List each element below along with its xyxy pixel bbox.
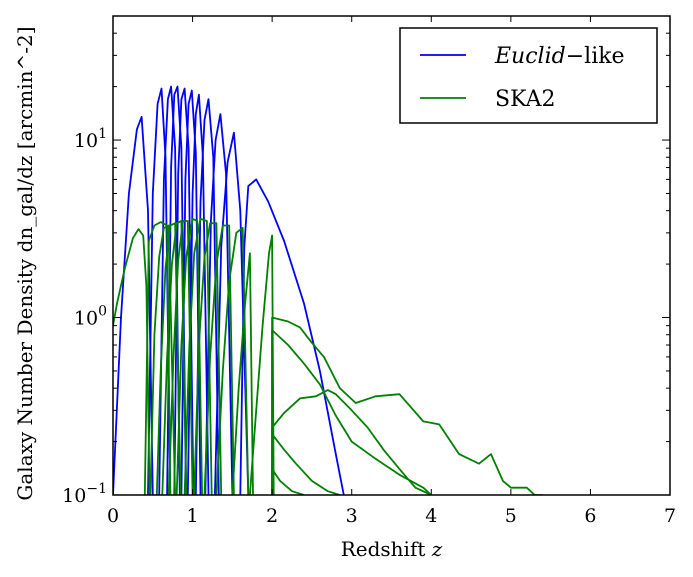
series-euclid-like-bin-8 (194, 98, 220, 495)
x-tick-label-4: 4 (425, 505, 437, 527)
series-ska2-bin-3 (149, 224, 176, 495)
series-euclid-like-bin-2 (147, 87, 172, 495)
series-ska2-bin-5 (161, 220, 188, 495)
series-ska2-bin-11 (215, 226, 250, 495)
x-axis-label: Redshift z (341, 537, 443, 561)
legend: Euclid−like SKA2 (399, 27, 658, 124)
plot-frame (112, 15, 671, 496)
series-ska2-bin-1 (113, 228, 151, 495)
x-tick-label-6: 6 (584, 505, 596, 527)
series-layer (113, 85, 543, 495)
legend-label-1: Euclid−like (494, 44, 625, 69)
series-ska2-bin-15 (271, 329, 432, 495)
series-euclid-like-bin-9 (204, 113, 234, 495)
x-tick-label-7: 7 (664, 505, 676, 527)
series-ska2-bin-7 (175, 217, 203, 495)
series-euclid-like-bin-7 (186, 93, 210, 495)
x-tick-label-1: 1 (187, 505, 199, 527)
y-tick-label-0: 10−1 (62, 481, 107, 507)
y-axis-label: Galaxy Number Density dn_gal/dz [arcmin^… (13, 26, 37, 500)
series-ska2-bin-18 (271, 468, 305, 495)
x-tick-label-5: 5 (505, 505, 517, 527)
series-euclid-like-bin-11 (239, 178, 345, 495)
series-euclid-like-bin-5 (173, 87, 195, 495)
series-ska2-bin-14 (271, 316, 543, 495)
y-tick-label-1: 100 (74, 304, 107, 330)
series-ska2-bin-2 (143, 221, 172, 495)
series-euclid-like-bin-6 (180, 89, 202, 495)
y-tick-label-2: 101 (74, 126, 107, 152)
series-ska2-bin-8 (183, 217, 213, 495)
series-euclid-like-bin-10 (214, 131, 250, 495)
series-ska2-bin-6 (167, 220, 194, 495)
series-ska2-bin-12 (231, 252, 254, 495)
series-ska2-bin-9 (193, 222, 223, 495)
x-tick-label-3: 3 (346, 505, 358, 527)
legend-box (399, 27, 658, 124)
legend-label-2: SKA2 (495, 87, 556, 112)
ticks-layer: 0 1 2 3 4 5 6 7 10−1 100 101 (62, 16, 676, 527)
series-euclid-like-bin-4 (166, 85, 188, 495)
series-ska2-bin-13 (249, 234, 275, 495)
series-ska2-bin-4 (155, 222, 182, 495)
x-tick-label-2: 2 (266, 505, 278, 527)
series-ska2-bin-16 (271, 389, 432, 495)
x-tick-label-0: 0 (107, 505, 119, 527)
series-ska2-bin-17 (271, 433, 341, 495)
